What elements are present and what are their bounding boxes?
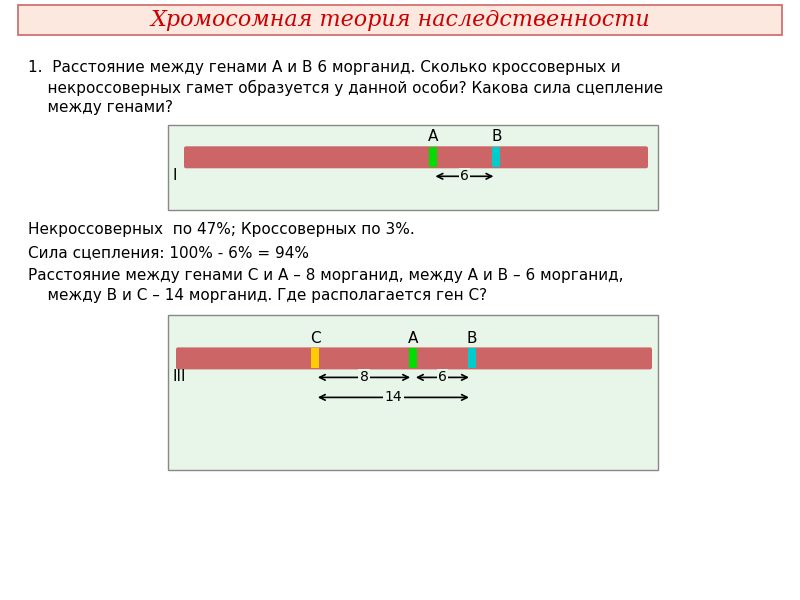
Text: III: III	[173, 370, 186, 385]
Text: B: B	[491, 129, 502, 144]
Text: Некроссоверных  по 47%; Кроссоверных по 3%.: Некроссоверных по 47%; Кроссоверных по 3…	[28, 222, 414, 237]
Bar	[429, 147, 437, 167]
Text: между В и С – 14 морганид. Где располагается ген С?: между В и С – 14 морганид. Где располага…	[28, 288, 487, 303]
Text: 14: 14	[385, 391, 402, 404]
Text: B: B	[466, 331, 477, 346]
Bar	[492, 147, 500, 167]
FancyBboxPatch shape	[176, 347, 652, 370]
Text: 8: 8	[359, 370, 369, 385]
FancyBboxPatch shape	[184, 146, 648, 168]
FancyBboxPatch shape	[168, 125, 658, 210]
Text: I: I	[173, 168, 178, 184]
Text: 6: 6	[438, 370, 447, 385]
Text: между генами?: между генами?	[28, 100, 173, 115]
Text: A: A	[427, 129, 438, 144]
Text: A: A	[408, 331, 418, 346]
Bar	[468, 349, 476, 368]
Text: Сила сцепления: 100% - 6% = 94%: Сила сцепления: 100% - 6% = 94%	[28, 245, 309, 260]
Bar	[311, 349, 319, 368]
Text: C: C	[310, 331, 320, 346]
Text: Хромосомная теория наследственности: Хромосомная теория наследственности	[150, 9, 650, 31]
FancyBboxPatch shape	[168, 315, 658, 470]
Text: 1.  Расстояние между генами А и В 6 морганид. Сколько кроссоверных и: 1. Расстояние между генами А и В 6 морга…	[28, 60, 621, 75]
FancyBboxPatch shape	[18, 5, 782, 35]
Bar	[409, 349, 417, 368]
Text: 6: 6	[460, 169, 469, 184]
Text: Расстояние между генами С и А – 8 морганид, между А и В – 6 морганид,: Расстояние между генами С и А – 8 морган…	[28, 268, 623, 283]
Text: некроссоверных гамет образуется у данной особи? Какова сила сцепление: некроссоверных гамет образуется у данной…	[28, 80, 663, 96]
